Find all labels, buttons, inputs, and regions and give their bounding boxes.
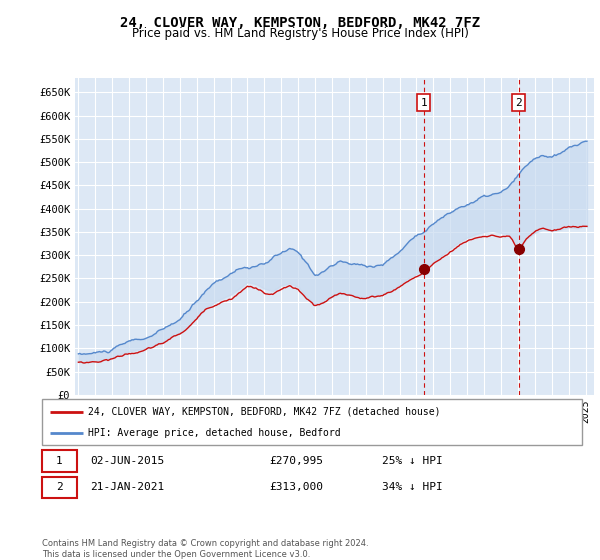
Text: £313,000: £313,000 [269, 483, 323, 492]
Text: Contains HM Land Registry data © Crown copyright and database right 2024.
This d: Contains HM Land Registry data © Crown c… [42, 539, 368, 559]
Text: 2: 2 [515, 97, 522, 108]
FancyBboxPatch shape [42, 450, 77, 472]
Text: 24, CLOVER WAY, KEMPSTON, BEDFORD, MK42 7FZ (detached house): 24, CLOVER WAY, KEMPSTON, BEDFORD, MK42 … [88, 407, 440, 417]
Text: 1: 1 [56, 456, 63, 466]
Text: HPI: Average price, detached house, Bedford: HPI: Average price, detached house, Bedf… [88, 428, 341, 438]
FancyBboxPatch shape [42, 477, 77, 498]
FancyBboxPatch shape [42, 399, 582, 445]
Text: 34% ↓ HPI: 34% ↓ HPI [382, 483, 443, 492]
Text: 1: 1 [420, 97, 427, 108]
Text: 21-JAN-2021: 21-JAN-2021 [91, 483, 165, 492]
Text: £270,995: £270,995 [269, 456, 323, 466]
Text: Price paid vs. HM Land Registry's House Price Index (HPI): Price paid vs. HM Land Registry's House … [131, 27, 469, 40]
Text: 24, CLOVER WAY, KEMPSTON, BEDFORD, MK42 7FZ: 24, CLOVER WAY, KEMPSTON, BEDFORD, MK42 … [120, 16, 480, 30]
Text: 25% ↓ HPI: 25% ↓ HPI [382, 456, 443, 466]
Text: 2: 2 [56, 483, 63, 492]
Text: 02-JUN-2015: 02-JUN-2015 [91, 456, 165, 466]
